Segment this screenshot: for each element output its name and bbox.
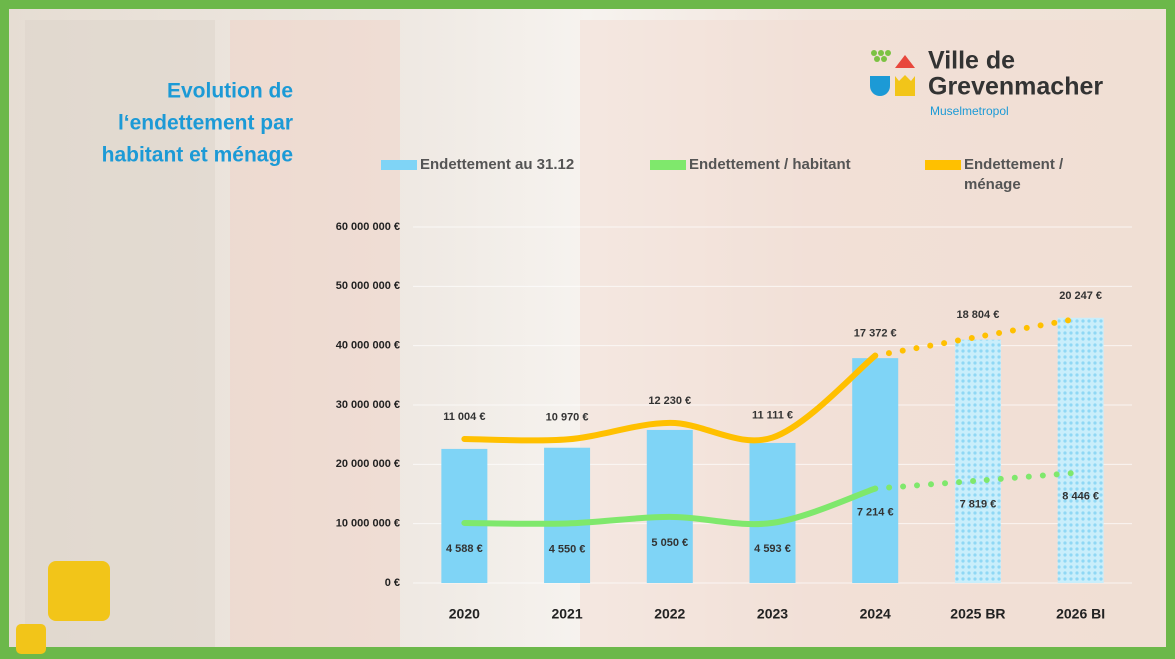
data-label: 4 593 € [754, 543, 791, 555]
data-label: 4 588 € [446, 543, 483, 555]
x-tick-label: 2024 [860, 606, 891, 622]
x-tick-label: 2021 [551, 606, 582, 622]
x-tick-label: 2025 BR [950, 606, 1005, 622]
data-label: 17 372 € [854, 328, 897, 340]
logo-tagline: Muselmetropol [930, 104, 1009, 118]
data-label: 5 050 € [651, 537, 688, 549]
data-label: 20 247 € [1059, 290, 1102, 302]
data-label: 12 230 € [648, 395, 691, 407]
bar [852, 358, 899, 583]
wall [230, 20, 400, 647]
y-tick-label: 30 000 000 € [336, 399, 400, 411]
data-label: 8 446 € [1062, 490, 1099, 502]
logo-icon [870, 50, 915, 96]
bar [646, 429, 693, 583]
x-tick-label: 2023 [757, 606, 788, 622]
line [461, 485, 879, 528]
data-label: 10 970 € [546, 411, 589, 423]
data-label: 7 819 € [960, 499, 997, 511]
y-tick-label: 20 000 000 € [336, 458, 400, 470]
bar [441, 448, 488, 583]
data-label: 4 550 € [549, 543, 586, 555]
decor-square [48, 561, 110, 621]
line-projection [872, 315, 1084, 359]
legend-swatch [650, 160, 686, 170]
logo-text: Grevenmacher [928, 73, 1103, 101]
data-label: 7 214 € [857, 506, 894, 518]
x-tick-label: 2020 [449, 606, 480, 622]
logo-text: Ville de [928, 47, 1015, 75]
x-tick-label: 2022 [654, 606, 685, 622]
chart-title: l‘endettement par [118, 112, 293, 135]
data-label: 11 111 € [752, 409, 793, 421]
decor-square [16, 624, 46, 654]
legend-swatch [381, 160, 417, 170]
wall [25, 20, 215, 647]
chart-title: habitant et ménage [102, 144, 293, 167]
bar [749, 442, 796, 583]
y-tick-label: 0 € [385, 577, 400, 589]
x-tick-label: 2026 BI [1056, 606, 1105, 622]
bar [544, 447, 591, 583]
legend-swatch [925, 160, 961, 170]
bar [1057, 317, 1104, 583]
legend-label: Endettement / ménage [964, 156, 1064, 193]
legend-label: Endettement / habitant [689, 156, 851, 173]
data-label: 18 804 € [957, 309, 1000, 321]
y-tick-label: 10 000 000 € [336, 518, 400, 530]
line [461, 352, 879, 444]
y-tick-label: 50 000 000 € [336, 280, 400, 292]
bar [954, 339, 1001, 583]
legend-label: Endettement au 31.12 [420, 156, 575, 173]
chart-title: Evolution de [167, 80, 293, 103]
y-tick-label: 60 000 000 € [336, 221, 400, 233]
line-projection [872, 469, 1084, 492]
y-tick-label: 40 000 000 € [336, 340, 400, 352]
data-label: 11 004 € [443, 411, 485, 423]
